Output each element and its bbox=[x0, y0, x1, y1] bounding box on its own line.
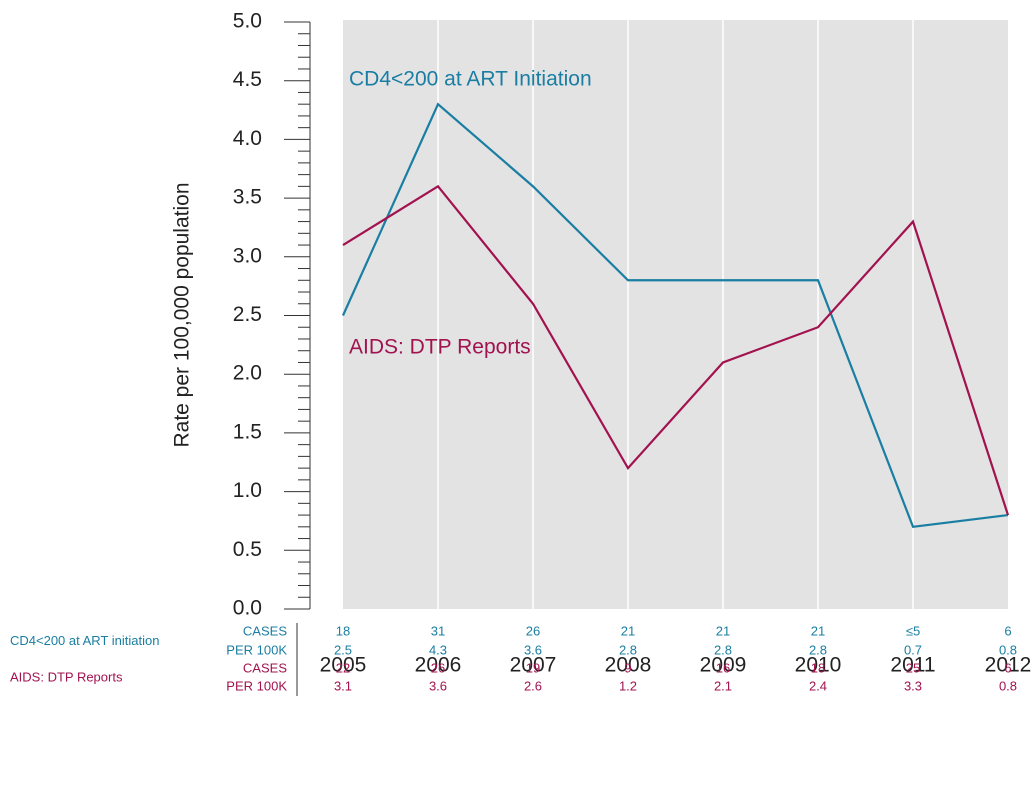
table-cell: 19 bbox=[526, 660, 540, 675]
y-tick-label: 4.5 bbox=[233, 68, 262, 91]
row-group-label: AIDS: DTP Reports bbox=[10, 669, 123, 684]
table-cell: 21 bbox=[811, 623, 825, 638]
y-tick-label: 4.0 bbox=[233, 127, 262, 150]
y-axis-label: Rate per 100,000 population bbox=[171, 182, 194, 447]
table-cell: 3.3 bbox=[904, 678, 922, 693]
table-cell: 26 bbox=[526, 623, 540, 638]
series-label: AIDS: DTP Reports bbox=[349, 336, 531, 359]
table-cell: 25 bbox=[906, 660, 920, 675]
table-cell: 6 bbox=[1004, 623, 1011, 638]
y-tick-label: 2.0 bbox=[233, 362, 262, 385]
table-cell: 3.6 bbox=[429, 678, 447, 693]
x-tick-label: 2005 bbox=[320, 654, 367, 677]
table-cell: 2.4 bbox=[809, 678, 827, 693]
y-tick-label: 0.5 bbox=[233, 538, 262, 561]
y-tick-label: 1.5 bbox=[233, 420, 262, 443]
x-tick-label: 2007 bbox=[510, 654, 557, 677]
table-cell: 16 bbox=[716, 660, 730, 675]
row-label: CASES bbox=[243, 623, 287, 638]
table-cell: 21 bbox=[621, 623, 635, 638]
x-tick-label: 2006 bbox=[415, 654, 462, 677]
series-line bbox=[342, 184, 1010, 516]
table-cell: 2.5 bbox=[334, 642, 352, 657]
y-tick-label: 0.0 bbox=[233, 597, 262, 620]
series-label: CD4<200 at ART Initiation bbox=[349, 68, 592, 91]
x-tick-label: 2009 bbox=[700, 654, 747, 677]
y-tick-label: 1.0 bbox=[233, 479, 262, 502]
row-group-label: CD4<200 at ART initiation bbox=[10, 633, 159, 648]
table-cell: 4.3 bbox=[429, 642, 447, 657]
y-tick-label: 3.0 bbox=[233, 244, 262, 267]
table-cell: 2.6 bbox=[524, 678, 542, 693]
row-label: PER 100K bbox=[226, 642, 287, 657]
x-tick-label: 2010 bbox=[795, 654, 842, 677]
table-cell: 3.1 bbox=[334, 678, 352, 693]
y-tick-label: 3.5 bbox=[233, 186, 262, 209]
table-cell: 2.8 bbox=[714, 642, 732, 657]
table-cell: 2.8 bbox=[619, 642, 637, 657]
x-tick-label: 2008 bbox=[605, 654, 652, 677]
table-cell: 0.8 bbox=[999, 678, 1017, 693]
table-cell: 31 bbox=[431, 623, 445, 638]
y-tick-label: 2.5 bbox=[233, 303, 262, 326]
row-label: PER 100K bbox=[226, 678, 287, 693]
table-cell: 18 bbox=[811, 660, 825, 675]
x-tick-label: 2012 bbox=[985, 654, 1032, 677]
table-cell: 18 bbox=[336, 623, 350, 638]
y-tick-label: 5.0 bbox=[233, 10, 262, 33]
table-cell: 0.7 bbox=[904, 642, 922, 657]
row-label: CASES bbox=[243, 660, 287, 675]
table-cell: 1.2 bbox=[619, 678, 637, 693]
table-cell: 22 bbox=[336, 660, 350, 675]
x-tick-label: 2011 bbox=[890, 654, 935, 677]
series-line bbox=[341, 102, 1009, 529]
table-cell: 2.1 bbox=[714, 678, 732, 693]
table-cell: 6 bbox=[1004, 660, 1011, 675]
table-cell: ≤5 bbox=[906, 623, 920, 638]
table-cell: 3.6 bbox=[524, 642, 542, 657]
table-cell: 26 bbox=[431, 660, 445, 675]
table-cell: 21 bbox=[716, 623, 730, 638]
table-cell: 9 bbox=[624, 660, 631, 675]
table-cell: 0.8 bbox=[999, 642, 1017, 657]
table-cell: 2.8 bbox=[809, 642, 827, 657]
